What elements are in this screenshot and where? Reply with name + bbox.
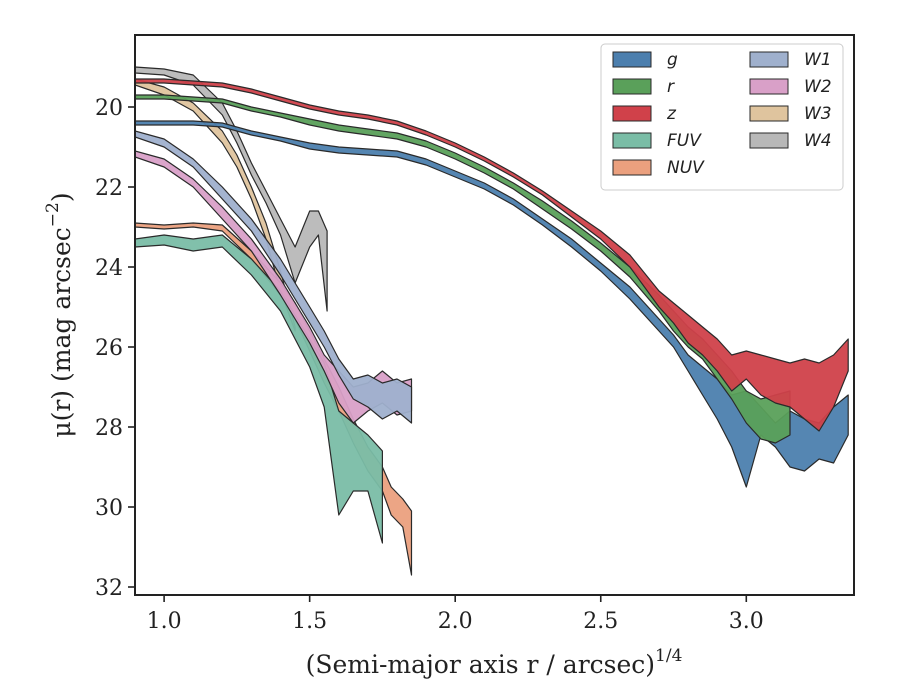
legend-label: W4 — [804, 131, 832, 151]
band-g — [135, 120, 849, 488]
band-r — [135, 94, 791, 444]
legend-swatch — [749, 51, 789, 68]
legend-label: g — [667, 50, 678, 70]
y-tick-label: 32 — [95, 576, 123, 601]
legend-swatch — [612, 105, 652, 122]
legend-swatch — [612, 51, 652, 68]
y-tick-label: 20 — [95, 96, 123, 121]
legend-swatch — [749, 105, 789, 122]
legend-item-nuv: NUV — [612, 158, 705, 178]
legend-item-w3: W3 — [749, 104, 832, 124]
legend-item-w1: W1 — [749, 50, 832, 70]
legend-swatch — [612, 132, 652, 149]
x-tick-label: 3.0 — [729, 609, 764, 634]
x-tick-label: 2.5 — [583, 609, 618, 634]
y-axis-title: μ(r) (mag arcsec−2) — [43, 192, 76, 437]
legend: grz FUV NUV W1 W2 W3 W4 — [600, 43, 844, 191]
y-tick-label: 24 — [95, 256, 123, 281]
y-axis: 20 22 24 26 28 30 32 — [95, 96, 135, 601]
legend-item-fuv: FUV — [612, 131, 702, 151]
y-tick-label: 30 — [95, 496, 123, 521]
legend-label: r — [667, 77, 675, 97]
y-tick-label: 26 — [95, 336, 123, 361]
legend-swatch — [749, 78, 789, 95]
y-tick-label: 28 — [95, 416, 123, 441]
legend-swatch — [749, 132, 789, 149]
legend-label: W1 — [804, 50, 832, 70]
legend-swatch — [612, 78, 652, 95]
legend-item-z: z — [612, 104, 677, 124]
legend-label: z — [666, 104, 677, 124]
x-tick-label: 1.5 — [292, 609, 327, 634]
legend-label: FUV — [667, 131, 702, 151]
legend-item-w4: W4 — [749, 131, 832, 151]
profile-bands — [135, 66, 849, 576]
legend-item-g: g — [612, 50, 678, 70]
y-tick-label: 22 — [95, 176, 123, 201]
x-axis-title: (Semi-major axis r / arcsec)1/4 — [306, 646, 683, 679]
band-z — [135, 78, 849, 432]
legend-label: W2 — [804, 77, 832, 97]
plot-frame — [134, 34, 855, 596]
x-tick-label: 1.0 — [147, 609, 182, 634]
legend-swatch — [612, 159, 652, 176]
band-fuv — [135, 234, 383, 544]
legend-label: W3 — [804, 104, 832, 124]
legend-item-r: r — [612, 77, 675, 97]
band-w1 — [135, 130, 413, 424]
legend-label: NUV — [667, 158, 705, 178]
legend-item-w2: W2 — [749, 77, 832, 97]
x-tick-label: 2.0 — [438, 609, 473, 634]
x-axis: 1.0 1.5 2.0 2.5 3.0 — [147, 595, 764, 634]
